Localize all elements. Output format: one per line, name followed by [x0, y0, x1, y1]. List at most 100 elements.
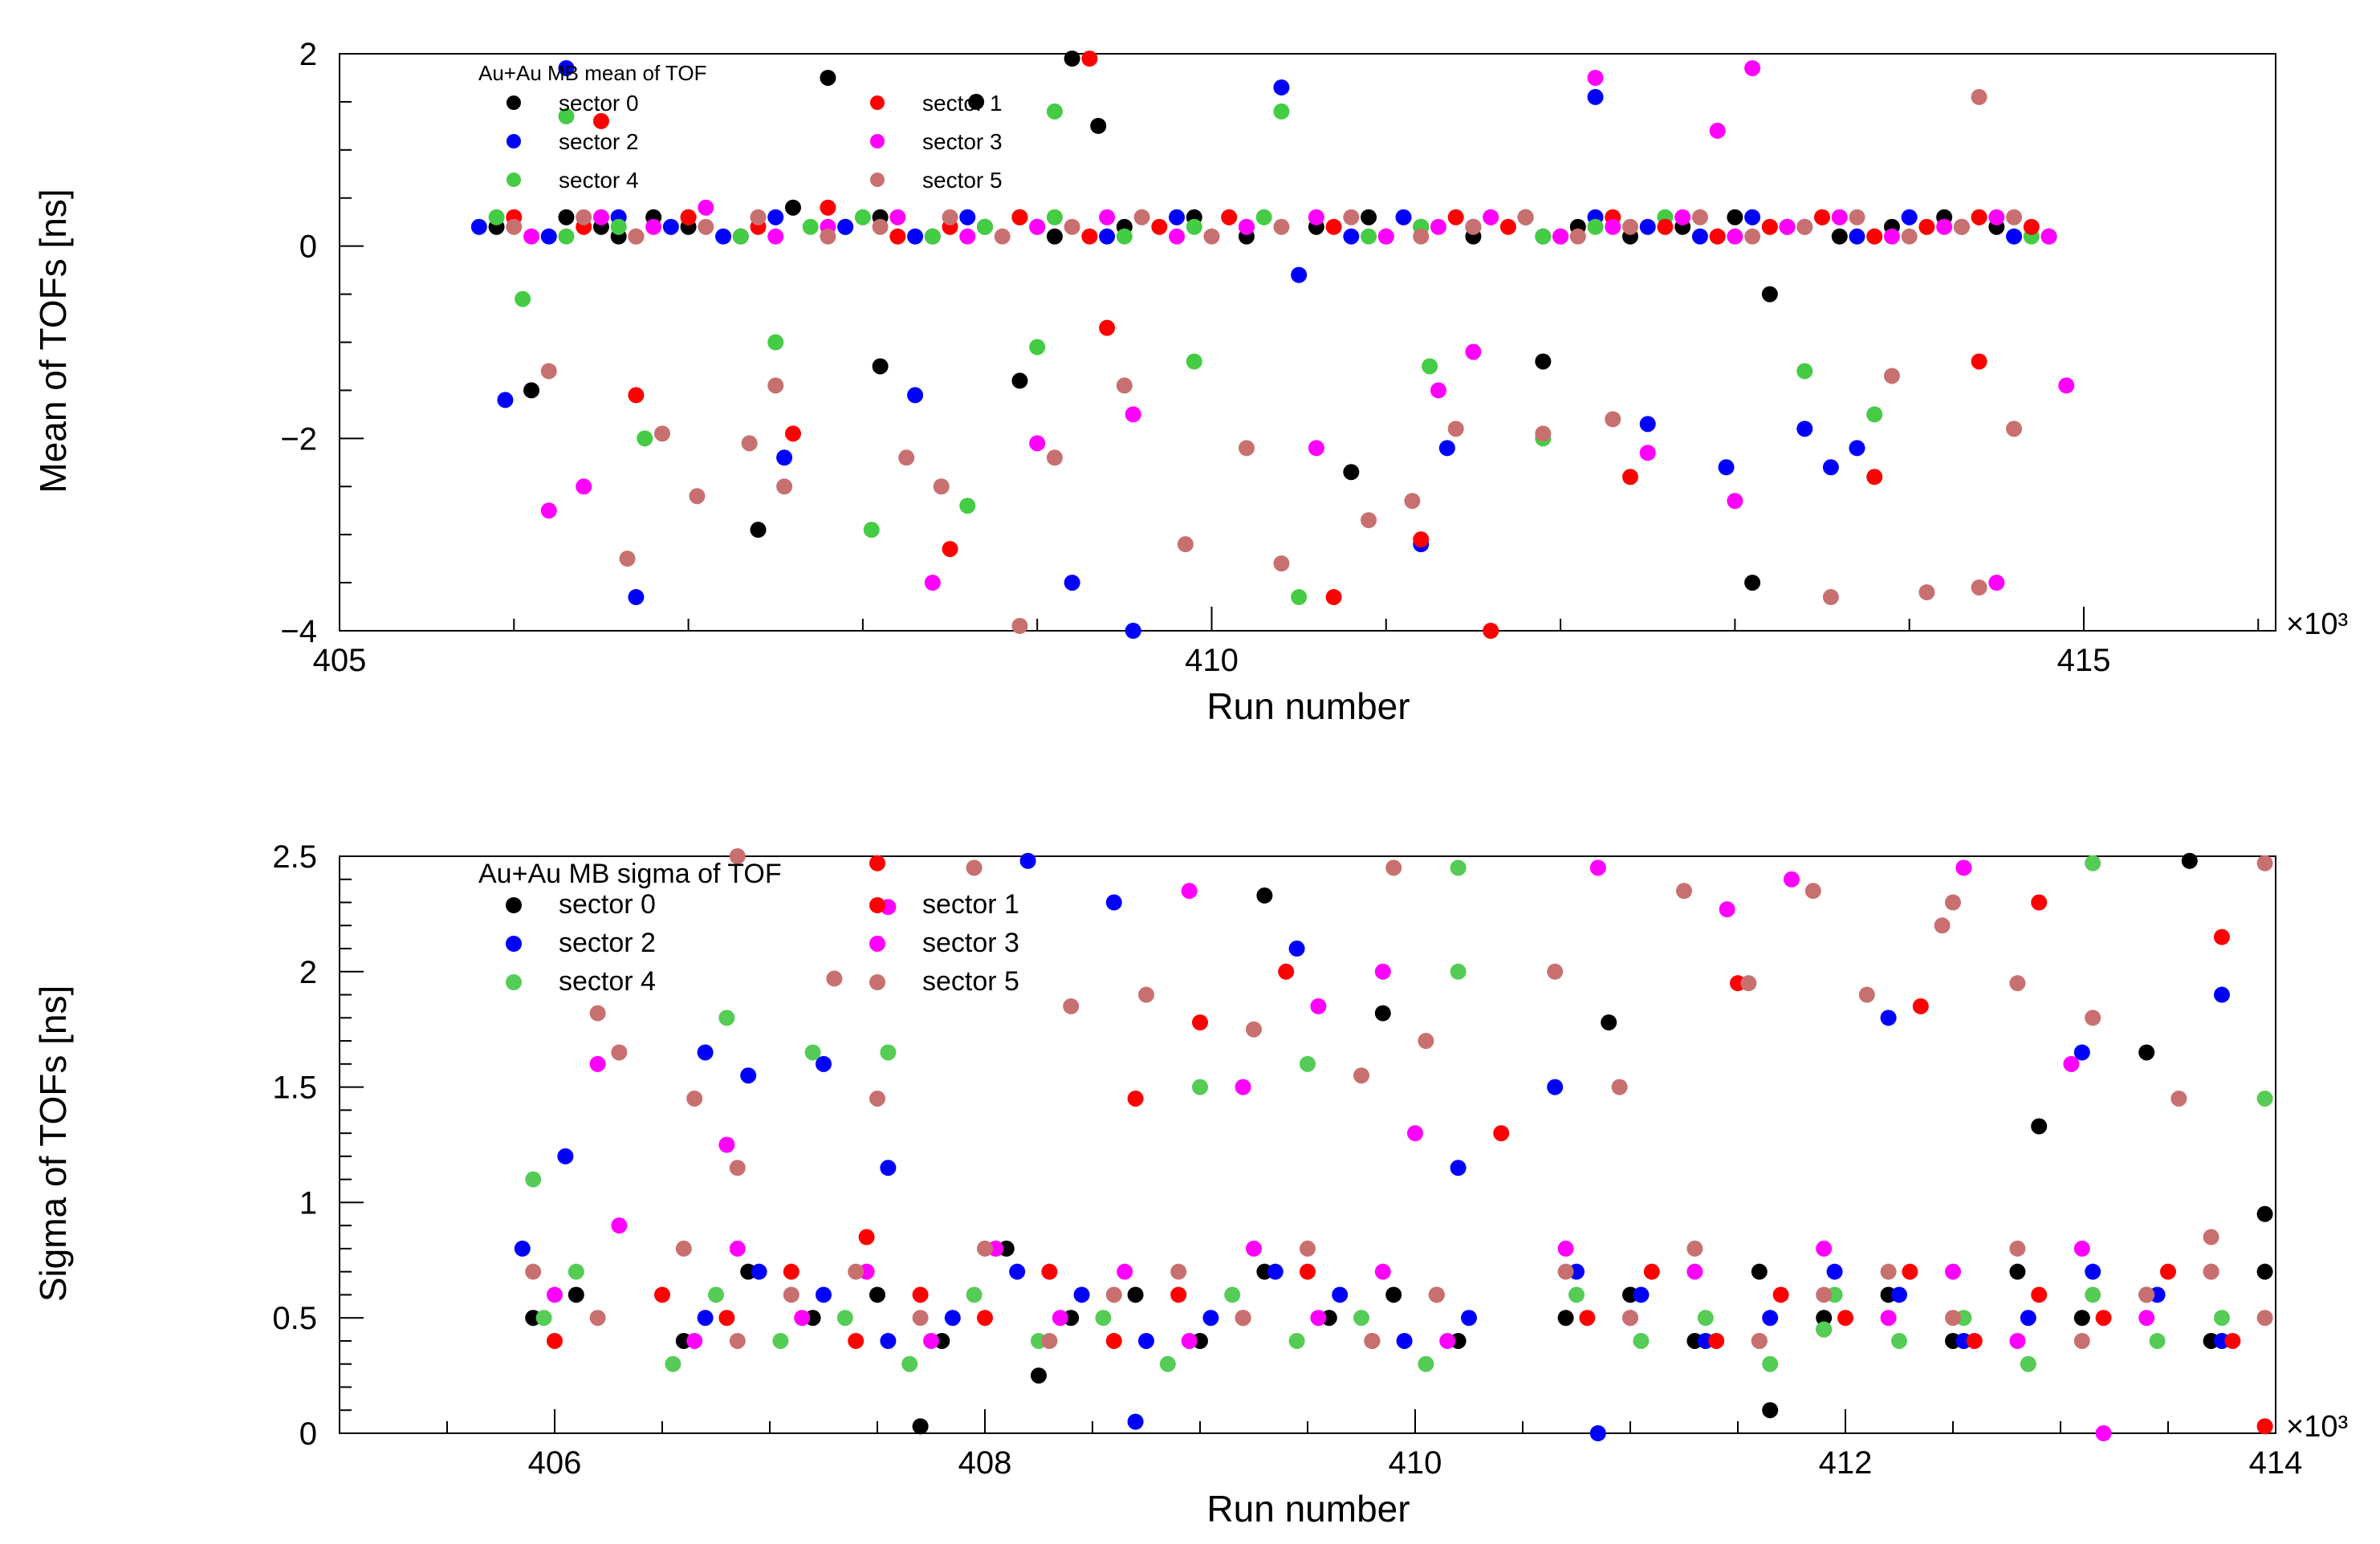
data-point: [1374, 1263, 1391, 1280]
data-point: [1622, 469, 1638, 486]
data-point: [1891, 1286, 1907, 1303]
data-point: [589, 1310, 606, 1327]
series-sector-0: [525, 852, 2273, 1435]
data-point: [1202, 1310, 1219, 1327]
data-point: [558, 108, 575, 124]
data-point: [1784, 871, 1800, 888]
data-point: [959, 228, 976, 245]
data-point: [2058, 377, 2075, 394]
data-point: [907, 228, 924, 245]
data-point: [802, 218, 819, 235]
data-point: [1238, 218, 1255, 235]
data-point: [718, 1010, 735, 1026]
x-tick-label: 410: [1185, 643, 1239, 678]
legend-label: sector 3: [922, 129, 1003, 154]
data-point: [767, 377, 784, 394]
data-point: [610, 218, 627, 235]
legend-label: sector 0: [559, 889, 656, 920]
data-point: [2073, 1332, 2090, 1349]
data-point: [1041, 1263, 1058, 1280]
legend-marker: [507, 134, 521, 148]
data-point: [1310, 998, 1327, 1014]
data-point: [1880, 1263, 1897, 1280]
data-point: [2203, 1229, 2219, 1245]
data-point: [1883, 228, 1900, 245]
data-point: [898, 449, 915, 466]
data-point: [1235, 1310, 1251, 1327]
data-point: [2006, 421, 2023, 437]
series-sector-3: [547, 859, 2219, 1441]
data-point: [1849, 440, 1865, 457]
data-point: [1361, 228, 1377, 245]
data-point: [1009, 1263, 1026, 1280]
x-tick-label: 408: [958, 1445, 1012, 1481]
data-point: [1325, 589, 1342, 606]
data-point: [880, 1044, 897, 1061]
legend-marker: [506, 974, 522, 990]
data-point: [2020, 1355, 2036, 1372]
data-point: [628, 589, 645, 606]
data-point: [1945, 894, 1961, 911]
data-point: [1273, 555, 1290, 572]
data-point: [933, 478, 950, 495]
legend-label: sector 0: [559, 91, 639, 116]
data-point: [1064, 50, 1080, 67]
series-sector-2: [470, 59, 2023, 639]
data-point: [611, 1217, 628, 1234]
mean-panel: −4 −2 0 2 405 410 415 Run number Mean of TOFs…: [32, 37, 2348, 727]
data-point: [784, 199, 801, 216]
series-sector-4: [488, 103, 2040, 606]
data-point: [1450, 859, 1467, 876]
data-point: [1568, 1286, 1585, 1303]
data-point: [776, 449, 793, 466]
data-point: [858, 1229, 875, 1245]
data-point: [924, 228, 941, 245]
data-point: [1569, 228, 1586, 245]
data-point: [1966, 1332, 1983, 1349]
legend-marker: [870, 173, 885, 187]
sigma-x-ticks: 406 408 410 412 414: [339, 1409, 2302, 1481]
data-point: [1127, 1413, 1144, 1430]
mean-y-axis-title: Mean of TOFs [ns]: [32, 189, 74, 493]
data-point: [2256, 1090, 2273, 1107]
data-point: [1779, 218, 1796, 235]
data-point: [826, 970, 843, 987]
data-point: [592, 209, 609, 226]
data-point: [637, 430, 653, 447]
data-point: [1796, 218, 1813, 235]
data-point: [1826, 1263, 1843, 1280]
data-point: [1046, 228, 1063, 245]
data-point: [1413, 228, 1430, 245]
data-point: [2040, 228, 2057, 245]
legend-label: sector 1: [922, 889, 1019, 920]
legend-marker: [869, 897, 885, 913]
data-point: [1676, 883, 1692, 900]
data-point: [506, 218, 523, 235]
data-point: [1579, 1310, 1596, 1327]
data-point: [1105, 1332, 1122, 1349]
data-point: [1169, 209, 1186, 226]
data-point: [776, 478, 793, 495]
data-point: [820, 228, 836, 245]
data-point: [568, 1263, 584, 1280]
series-sector-2: [514, 852, 2230, 1441]
data-point: [1029, 339, 1046, 356]
data-point: [1744, 228, 1761, 245]
data-point: [1116, 377, 1133, 394]
data-point: [1622, 218, 1638, 235]
mean-points: [470, 50, 2075, 639]
data-point: [1718, 459, 1735, 476]
data-point: [1374, 1005, 1391, 1022]
data-point: [1971, 353, 1987, 370]
sigma-y-ticks: 0 0.5 1 1.5 2 2.5: [272, 839, 364, 1452]
data-point: [589, 1005, 606, 1022]
data-point: [1639, 218, 1656, 235]
data-point: [1535, 353, 1552, 370]
data-point: [1557, 1263, 1574, 1280]
y-tick-label: 0: [299, 1416, 317, 1452]
data-point: [1691, 228, 1708, 245]
series-sector-5: [506, 88, 2023, 635]
data-point: [1639, 445, 1656, 461]
data-point: [2256, 1418, 2273, 1435]
data-point: [470, 218, 487, 235]
